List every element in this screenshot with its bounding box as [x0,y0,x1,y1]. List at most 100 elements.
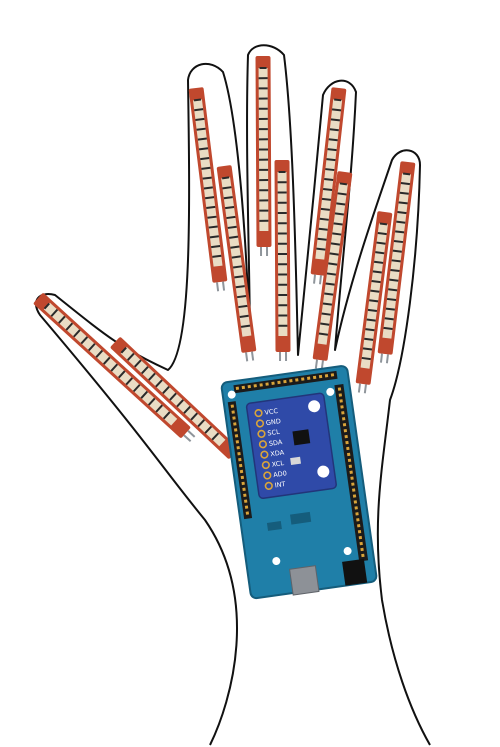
header-pin [245,511,250,515]
flex-sensor-segment [361,356,371,361]
power-jack [342,558,368,586]
usb-port [289,565,320,596]
flex-sensor-segment [224,205,235,210]
flex-sensor-segment [201,166,211,170]
flex-sensor-segment [103,356,111,365]
flex-sensor-segment [389,278,399,282]
flex-sensor-end-cap [193,98,202,102]
flex-sensor-segment [392,249,402,253]
flex-sensor-segment [365,328,375,332]
header-pin [343,428,348,433]
imu-pin-label: INT [274,480,286,489]
flex-sensor-segment [367,308,377,313]
header-pin [244,505,249,509]
flex-sensor-segment [207,215,217,219]
flex-sensor-pin [363,384,367,394]
flex-sensor-segment [162,411,171,420]
flex-sensor-segment [327,148,337,152]
flex-sensor-segment [228,235,239,239]
flex-sensor-pin [245,352,249,362]
imu-regulator [290,456,302,466]
header-pin [318,374,323,379]
imu-mount-hole [317,465,330,478]
imu-pin-label: XDA [270,448,285,458]
flex-sensor-segment [329,128,339,132]
header-pin [301,377,305,381]
flex-sensor-segment [330,118,341,122]
flex-sensor-segment [362,347,373,351]
flex-sensor-segment [377,231,387,236]
flex-sensor-end-cap [334,98,342,102]
header-pin [243,493,247,497]
imu-pin-label: XCL [271,459,285,469]
flex-sensor-pin [250,351,255,361]
flex-sensor-segment [398,201,408,205]
flex-sensor-segment [230,245,240,249]
imu-pin-pad [254,408,263,418]
flex-sensor-segment [370,289,380,293]
header-pin [241,385,246,390]
flex-sensor-segment [332,232,342,236]
flex-sensor-segment [203,186,213,190]
flex-sensor-segment [372,270,382,274]
flex-sensor-segment [132,384,141,393]
flex-sensor-group [33,55,416,464]
flex-sensor-segment [73,329,81,338]
flex-sensor-segment [384,317,394,321]
flex-sensor-segment [231,255,241,259]
header-pin [238,463,243,468]
flex-sensor-segment [366,318,376,322]
flex-sensor-segment [317,237,327,241]
header-pin [243,499,248,503]
imu-pin-pad [261,460,270,470]
header-pin [338,393,343,397]
flex-sensor-segment [155,379,163,388]
flex-sensor-ring-inner [312,171,353,370]
header-pin [355,512,359,516]
flex-sensor-middle-outer [255,55,272,257]
flex-sensor-end-cap [120,346,127,354]
flex-sensor-pin [221,281,226,291]
flex-sensor-segment [197,137,207,141]
flex-sensor-segment [325,282,335,286]
flex-sensor-segment [373,260,384,264]
header-pin [242,487,246,492]
imu-pin-pad [263,471,272,480]
header-pin [341,411,345,415]
header-pin [240,475,245,480]
flex-sensor-segment [320,207,330,211]
flex-sensor-segment [320,322,330,326]
flex-sensor-segment [211,245,221,249]
flex-sensor-segment [324,178,334,182]
header-pin [283,379,287,384]
flex-sensor-segment [162,386,170,394]
flex-sensor-segment [204,196,215,200]
imu-pin-label: SDA [268,438,283,448]
header-pin [259,383,263,387]
flex-sensor-segment [140,390,148,399]
header-pin [235,440,240,444]
board-chip [266,521,282,531]
flex-sensor-segment [194,108,204,112]
flex-sensor-end-cap [221,176,230,180]
header-pin [253,384,257,388]
header-pin [271,381,275,385]
flex-sensor-pin [379,353,384,363]
flex-sensor-segment [328,262,338,266]
header-pin [234,434,239,438]
flex-sensor-segment [80,336,89,345]
flex-sensor-segment [238,304,248,309]
flex-sensor-segment [206,205,216,210]
header-pin [349,470,353,474]
flex-sensor-segment [200,157,210,161]
header-pin [354,506,358,510]
flex-sensor-segment [202,176,212,180]
flex-sensor-segment [240,324,251,328]
flex-sensor-segment [134,359,142,368]
header-pin [351,488,356,492]
flex-sensor-segment [155,404,163,413]
header-pin [358,535,363,540]
header-pin [306,376,311,380]
flex-sensor-segment [337,192,347,196]
